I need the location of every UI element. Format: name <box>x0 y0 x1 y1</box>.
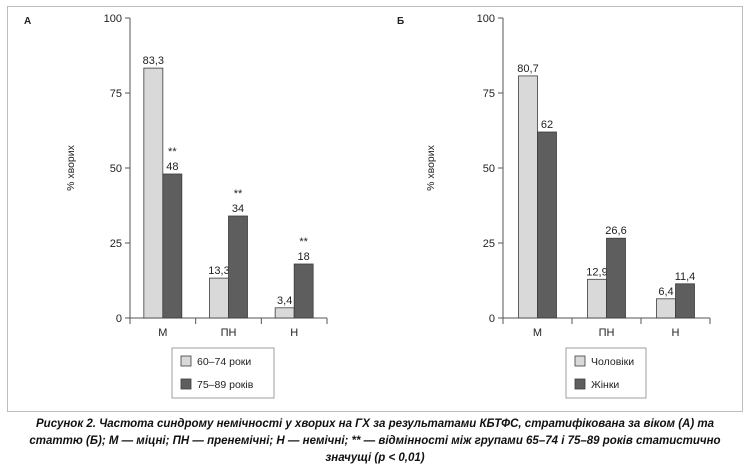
legend-swatch <box>180 355 192 367</box>
legend-label: Чоловіки <box>591 356 634 368</box>
bar-value-label: 80,7 <box>517 63 538 75</box>
panel-label: Б <box>397 16 404 27</box>
y-tick-label: 75 <box>110 88 122 100</box>
x-tick-label: Н <box>672 327 680 339</box>
legend-swatch <box>180 378 192 390</box>
bar <box>228 215 248 319</box>
x-tick-label: Н <box>290 327 298 339</box>
y-axis-label: % хворих <box>425 144 437 191</box>
y-tick-label: 100 <box>477 13 495 25</box>
bar-value-label: 62 <box>541 119 553 131</box>
y-tick-label: 100 <box>104 13 122 25</box>
figure-caption: Рисунок 2. Частота синдрому немічності у… <box>29 418 721 464</box>
y-tick-label: 75 <box>483 88 495 100</box>
figure-frame <box>7 6 743 412</box>
x-tick-label: М <box>158 327 167 339</box>
bar <box>274 307 295 319</box>
y-tick-label: 25 <box>110 238 122 250</box>
y-tick-label: 0 <box>489 313 495 325</box>
significance-marker: ** <box>299 236 308 248</box>
bar-value-label: 3,4 <box>277 295 292 307</box>
x-tick-label: М <box>533 327 542 339</box>
bar <box>162 173 183 319</box>
bar <box>656 298 676 319</box>
bar-value-label: 12,9 <box>586 266 607 278</box>
legend-label: 60–74 роки <box>197 356 251 368</box>
bar-value-label: 18 <box>298 251 310 263</box>
x-tick-label: ПН <box>599 327 615 339</box>
bar-value-label: 83,3 <box>143 55 164 67</box>
significance-marker: ** <box>234 188 243 200</box>
bar <box>606 237 626 319</box>
y-tick-label: 0 <box>116 313 122 325</box>
legend-label: Жінки <box>591 379 619 391</box>
legend-swatch <box>574 378 586 390</box>
y-tick-label: 50 <box>110 163 122 175</box>
charts-canvas: А 0 25 50 75 100 % хворих М ПН Н 83,3 48 ** 13,3 34 ** 3… <box>24 13 711 399</box>
bar-value-label: 11,4 <box>675 271 696 283</box>
bar-value-label: 34 <box>232 203 244 215</box>
bar-value-label: 48 <box>166 161 178 173</box>
significance-marker: ** <box>168 146 177 158</box>
bar <box>675 283 695 319</box>
bar <box>293 263 314 319</box>
bar-value-label: 13,3 <box>208 265 229 277</box>
panel-label: А <box>24 16 31 27</box>
x-tick-label: ПН <box>221 327 237 339</box>
y-axis-label: % хворих <box>65 144 77 191</box>
bar-value-label: 6,4 <box>658 286 673 298</box>
bar <box>518 75 538 319</box>
legend-swatch <box>574 355 586 367</box>
y-tick-label: 25 <box>483 238 495 250</box>
bar <box>143 67 164 319</box>
bar <box>537 131 557 319</box>
bar <box>209 277 229 319</box>
bar <box>587 278 607 319</box>
legend-label: 75–89 років <box>197 379 254 391</box>
y-tick-label: 50 <box>483 163 495 175</box>
bar-value-label: 26,6 <box>605 225 626 237</box>
